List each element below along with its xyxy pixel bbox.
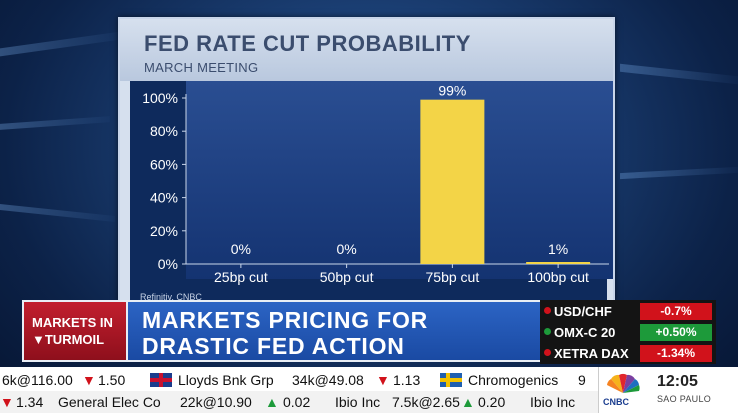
- bar-value-label: 0%: [231, 241, 251, 257]
- y-tick-label: 40%: [150, 190, 178, 206]
- bar-value-label: 1%: [548, 241, 568, 257]
- up-arrow-icon: ▲: [265, 394, 279, 410]
- uk-flag-icon: [150, 373, 172, 387]
- ticker-line-2: ▼ 1.34 General Elec Co 22k@10.90 ▲ 0.02 …: [0, 391, 600, 413]
- network-name: CNBC: [603, 397, 629, 407]
- logo-line1: MARKETS IN: [32, 315, 113, 330]
- background-stripe: [0, 116, 110, 130]
- x-tick-label: 25bp cut: [214, 269, 268, 285]
- ticker-quote: 7.5k@2.65: [392, 394, 460, 410]
- ticker-quote: 22k@10.90: [180, 394, 252, 410]
- chart-title: FED RATE CUT PROBABILITY: [144, 31, 471, 56]
- background-stripe: [0, 203, 115, 223]
- bar-value-label: 0%: [337, 241, 357, 257]
- background-stripe: [0, 31, 120, 57]
- headline-line1: MARKETS PRICING FOR: [142, 307, 429, 333]
- x-tick-label: 100bp cut: [527, 269, 589, 285]
- ticker-quote: 9: [578, 372, 586, 388]
- ticker-quote: 6k@116.00: [2, 372, 73, 388]
- panel-left-strip: [120, 81, 130, 302]
- down-arrow-icon: ▼: [376, 372, 390, 388]
- chart-subtitle: MARCH MEETING: [144, 60, 259, 75]
- markets-in-turmoil-logo: MARKETS IN ▼TURMOIL: [22, 300, 128, 362]
- ticker-change: 1.50: [98, 372, 126, 388]
- clock-time: 12:05: [657, 373, 698, 390]
- quote-row: XETRA DAX -1.34%: [540, 343, 716, 364]
- ticker-change: 1.13: [393, 372, 421, 388]
- ticker-change: 1.34: [16, 394, 44, 410]
- status-dot-icon: [544, 349, 551, 356]
- ticker-change: 0.02: [283, 394, 311, 410]
- network-clock-bug: CNBC 12:05 SAO PAULO: [598, 367, 738, 413]
- quote-value: -1.34%: [640, 345, 712, 362]
- ticker-symbol: Lloyds Bnk Grp: [178, 372, 274, 388]
- x-tick-label: 75bp cut: [426, 269, 480, 285]
- quote-name: XETRA DAX: [554, 346, 629, 361]
- down-arrow-icon: ▼: [0, 394, 14, 410]
- ticker-symbol: Ibio Inc: [530, 394, 576, 410]
- y-tick-label: 60%: [150, 156, 178, 172]
- down-arrow-icon: ▼: [82, 372, 96, 388]
- bar: [420, 99, 485, 264]
- bar: [526, 262, 591, 264]
- ticker-change: 0.20: [478, 394, 506, 410]
- quote-value: +0.50%: [640, 324, 712, 341]
- sweden-flag-icon: [440, 373, 462, 387]
- quote-row: USD/CHF -0.7%: [540, 301, 716, 322]
- quote-row: OMX-C 20 +0.50%: [540, 322, 716, 343]
- bar-value-label: 99%: [438, 83, 466, 99]
- headline-banner: MARKETS PRICING FOR DRASTIC FED ACTION: [128, 300, 540, 362]
- ticker-symbol: Ibio Inc: [335, 394, 381, 410]
- clock-city: SAO PAULO: [657, 394, 712, 404]
- quote-name: OMX-C 20: [554, 325, 616, 340]
- bar-chart: 0% 20% 40% 60% 80% 100% 0% 25bp cut 0% 50bp cut 99…: [142, 83, 609, 285]
- quote-value: -0.7%: [640, 303, 712, 320]
- plot-area: [186, 81, 613, 279]
- y-tick-label: 80%: [150, 123, 178, 139]
- background-stripe: [620, 63, 738, 85]
- quote-name: USD/CHF: [554, 304, 612, 319]
- market-quotes-box: USD/CHF -0.7% OMX-C 20 +0.50% XETRA DAX …: [540, 300, 716, 364]
- ticker-symbol: General Elec Co: [58, 394, 161, 410]
- status-dot-icon: [544, 307, 551, 314]
- chart-source: Refinitiv, CNBC: [140, 292, 202, 302]
- ticker-symbol: Chromogenics: [468, 372, 559, 388]
- status-dot-icon: [544, 328, 551, 335]
- chart-panel: FED RATE CUT PROBABILITY MARCH MEETING 0…: [118, 17, 615, 302]
- background-stripe: [620, 166, 738, 180]
- cnbc-peacock-icon: [607, 373, 640, 393]
- chart-header: FED RATE CUT PROBABILITY MARCH MEETING: [120, 19, 613, 81]
- headline-line2: DRASTIC FED ACTION: [142, 333, 405, 359]
- ticker-quote: 34k@49.08: [292, 372, 364, 388]
- y-tick-label: 0%: [158, 256, 178, 272]
- y-tick-label: 100%: [142, 90, 178, 106]
- up-arrow-icon: ▲: [461, 394, 475, 410]
- y-tick-label: 20%: [150, 223, 178, 239]
- logo-line2: ▼TURMOIL: [32, 332, 105, 347]
- x-tick-label: 50bp cut: [320, 269, 374, 285]
